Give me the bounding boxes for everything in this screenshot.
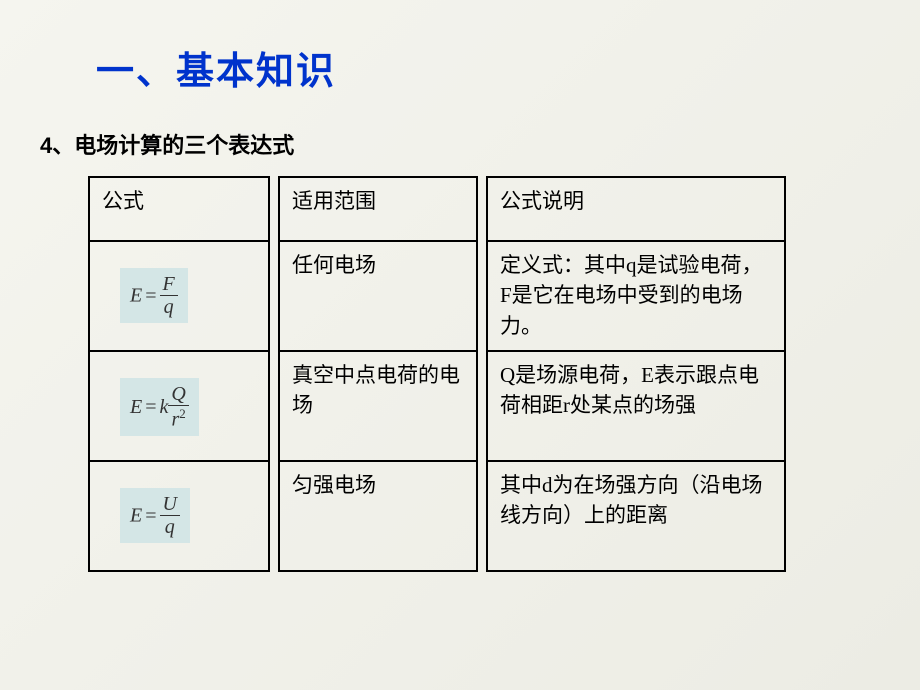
cell-scope: 真空中点电荷的电场 bbox=[279, 351, 477, 461]
formula-2: E=kQr2 bbox=[120, 378, 199, 436]
section-title: 一、基本知识 bbox=[96, 40, 336, 95]
cell-desc: 定义式：其中q是试验电荷，F是它在电场中受到的电场力。 bbox=[487, 241, 785, 351]
table-row: E=Uq 匀强电场 其中d为在场强方向（沿电场线方向）上的距离 bbox=[89, 461, 785, 571]
table-header-row: 公式 适用范围 公式说明 bbox=[89, 177, 785, 241]
formula-table: 公式 适用范围 公式说明 E=Fq 任何电场 定义式：其中q是试验电荷，F是它在… bbox=[88, 176, 786, 572]
cell-scope: 任何电场 bbox=[279, 241, 477, 351]
table-row: E=kQr2 真空中点电荷的电场 Q是场源电荷，E表示跟点电荷相距r处某点的场强 bbox=[89, 351, 785, 461]
header-formula: 公式 bbox=[89, 177, 269, 241]
cell-scope: 匀强电场 bbox=[279, 461, 477, 571]
formula-3: E=Uq bbox=[120, 488, 190, 543]
header-desc: 公式说明 bbox=[487, 177, 785, 241]
cell-desc: Q是场源电荷，E表示跟点电荷相距r处某点的场强 bbox=[487, 351, 785, 461]
formula-1: E=Fq bbox=[120, 268, 188, 323]
table-row: E=Fq 任何电场 定义式：其中q是试验电荷，F是它在电场中受到的电场力。 bbox=[89, 241, 785, 351]
header-scope: 适用范围 bbox=[279, 177, 477, 241]
cell-formula: E=Uq bbox=[89, 461, 269, 571]
cell-formula: E=kQr2 bbox=[89, 351, 269, 461]
cell-desc: 其中d为在场强方向（沿电场线方向）上的距离 bbox=[487, 461, 785, 571]
formula-table-container: 公式 适用范围 公式说明 E=Fq 任何电场 定义式：其中q是试验电荷，F是它在… bbox=[88, 176, 786, 572]
cell-formula: E=Fq bbox=[89, 241, 269, 351]
section-subtitle: 4、电场计算的三个表达式 bbox=[40, 128, 294, 160]
